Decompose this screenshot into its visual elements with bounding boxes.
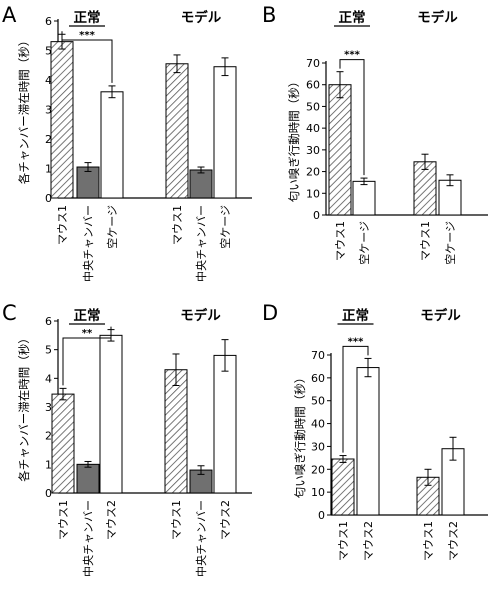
category-label: 中央チャンバー: [195, 205, 208, 282]
y-tick-label: 40: [306, 122, 320, 135]
bar: [356, 367, 380, 516]
category-label: マウス1: [337, 521, 350, 561]
category-label: マウス1: [422, 521, 435, 561]
bar: [213, 66, 237, 199]
y-tick-label: 0: [45, 192, 52, 205]
y-tick-label: 50: [311, 395, 325, 408]
y-tick-label: 3: [45, 104, 52, 117]
y-tick-label: 0: [45, 487, 52, 500]
category-label: マウス1: [334, 221, 347, 261]
y-tick-label: 70: [311, 349, 325, 362]
y-tick-label: 0: [318, 509, 325, 522]
group-label: 正常: [74, 9, 101, 26]
category-label: マウス2: [105, 500, 118, 540]
y-tick-label: 4: [45, 74, 52, 87]
group-label: モデル: [181, 9, 222, 26]
group-label: 正常: [74, 307, 101, 324]
bar: [165, 63, 189, 199]
category-label: 中央チャンバー: [82, 500, 95, 577]
y-tick-label: 6: [45, 315, 52, 328]
y-tick-label: 5: [45, 45, 52, 58]
bar: [328, 84, 352, 216]
significance-bracket: [62, 326, 112, 386]
y-tick-label: 3: [45, 401, 52, 414]
significance-bracket: [339, 59, 365, 176]
y-tick-label: 1: [45, 458, 52, 471]
panel-letter: B: [262, 3, 276, 27]
category-label: マウス2: [362, 521, 375, 561]
group-label: 正常: [339, 9, 366, 26]
category-label: マウス1: [171, 205, 184, 245]
bar: [50, 41, 74, 199]
y-tick-label: 50: [306, 100, 320, 113]
bar: [331, 458, 355, 516]
y-tick-label: 60: [306, 79, 320, 92]
panel-letter: D: [262, 301, 278, 325]
y-tick-label: 5: [45, 344, 52, 357]
bar: [352, 180, 376, 216]
group-label: モデル: [417, 9, 458, 26]
category-label: 空ケージ: [443, 221, 457, 265]
group-label: モデル: [180, 307, 221, 324]
category-label: 空ケージ: [105, 205, 119, 249]
category-label: 空ケージ: [357, 221, 371, 265]
y-tick-label: 2: [45, 133, 52, 146]
y-tick-label: 70: [306, 57, 320, 70]
y-tick-label: 20: [306, 166, 320, 179]
category-label: マウス1: [57, 500, 70, 540]
y-tick-label: 10: [306, 187, 320, 200]
bar: [51, 393, 75, 494]
category-label: マウス2: [219, 500, 232, 540]
category-label: 中央チャンバー: [195, 500, 208, 577]
y-tick-label: 4: [45, 372, 52, 385]
y-tick-label: 2: [45, 430, 52, 443]
category-label: マウス1: [419, 221, 432, 261]
category-label: マウス1: [56, 205, 69, 245]
y-axis-label: 匂い嗅ぎ行動時間（秒）: [293, 372, 307, 499]
significance-label: **: [82, 328, 93, 339]
group-label: 正常: [342, 307, 369, 324]
y-axis-label: 匂い嗅ぎ行動時間（秒）: [287, 76, 301, 203]
panel-letter: C: [2, 301, 17, 325]
panel-letter: A: [2, 3, 17, 27]
y-axis-label: 各チャンバー滞在時間（秒）: [17, 35, 31, 184]
bar: [100, 91, 124, 199]
y-tick-label: 1: [45, 163, 52, 176]
y-tick-label: 30: [311, 440, 325, 453]
bar: [189, 169, 213, 199]
bar: [213, 354, 237, 494]
y-tick-label: 20: [311, 463, 325, 476]
y-tick-label: 10: [311, 486, 325, 499]
y-tick-label: 40: [311, 418, 325, 431]
y-tick-label: 60: [311, 372, 325, 385]
significance-label: ***: [344, 50, 360, 61]
significance-bracket: [61, 31, 113, 83]
bar: [76, 463, 100, 494]
category-label: 中央チャンバー: [82, 205, 95, 282]
group-label: モデル: [420, 307, 461, 324]
significance-label: ***: [79, 30, 95, 41]
significance-bracket: [342, 345, 369, 453]
category-label: 空ケージ: [218, 205, 232, 249]
category-label: マウス1: [170, 500, 183, 540]
y-axis-label: 各チャンバー滞在時間（秒）: [17, 332, 31, 481]
y-tick-label: 30: [306, 144, 320, 157]
y-tick-label: 0: [313, 209, 320, 222]
bar: [99, 334, 123, 494]
y-tick-label: 6: [45, 15, 52, 28]
bar: [164, 369, 188, 494]
category-label: マウス2: [447, 521, 460, 561]
significance-label: ***: [348, 336, 364, 347]
